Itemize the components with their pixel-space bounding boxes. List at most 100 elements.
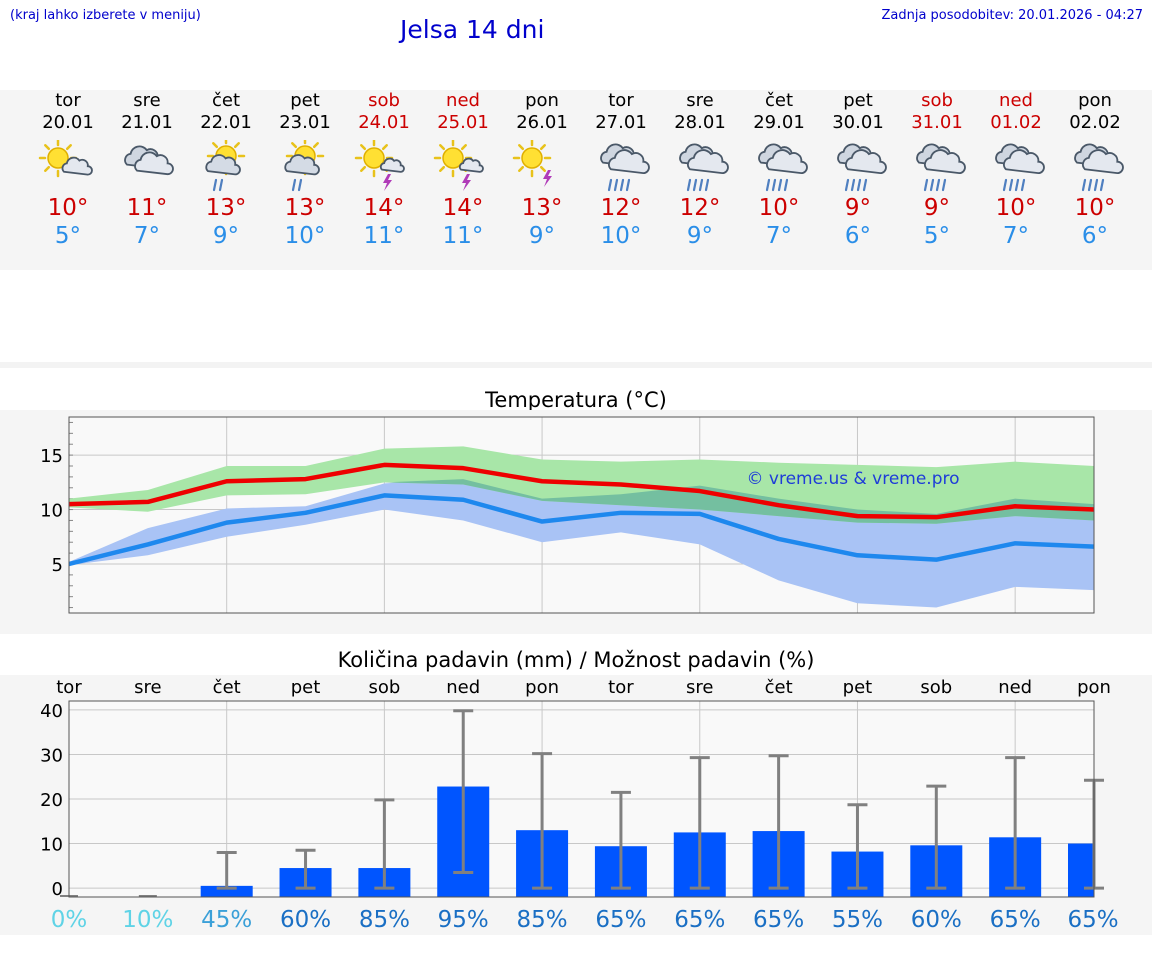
rain-drop — [929, 178, 935, 192]
error-bar — [926, 784, 947, 890]
day-name: pon — [1078, 90, 1112, 111]
day-date: 23.01 — [279, 112, 331, 133]
rain-drop — [856, 178, 862, 192]
day-name: sre — [686, 90, 714, 111]
rain-drop — [1081, 178, 1087, 192]
last-update: Zadnja posodobitev: 20.01.2026 - 04:27 — [881, 8, 1143, 23]
rain-drop — [692, 178, 698, 192]
temp-min: 5° — [54, 223, 82, 249]
error-bar — [453, 709, 474, 874]
day-date: 21.01 — [121, 112, 173, 133]
y-tick-label: 10 — [40, 835, 63, 856]
cloud-shape — [924, 149, 966, 175]
divider — [0, 362, 1152, 368]
precip-probability: 0% — [51, 907, 88, 933]
temp-max: 10° — [1074, 195, 1116, 221]
day-date: 22.01 — [200, 112, 252, 133]
day-name: sob — [921, 90, 953, 111]
category-label: pet — [291, 677, 321, 698]
day-column: tor 20.01 10° 5° — [28, 90, 108, 250]
rain-drop — [291, 178, 297, 192]
icon-graphic — [38, 140, 93, 178]
sun-ray — [360, 144, 367, 151]
rain-drop — [1087, 178, 1093, 192]
rain-drop — [1008, 178, 1014, 192]
rain-drop — [686, 178, 692, 192]
temp-max: 13° — [205, 195, 247, 221]
cloud-rain-icon — [995, 143, 1045, 192]
y-tick-label: 15 — [40, 446, 63, 467]
watermark-text: © vreme.us & vreme.pro — [746, 469, 959, 489]
precip-probability: 65% — [1067, 907, 1118, 933]
precip-probability: 65% — [990, 907, 1041, 933]
temp-min: 9° — [212, 223, 240, 249]
temp-max: 9° — [844, 195, 872, 221]
icon-graphic — [205, 140, 246, 192]
error-bar — [768, 754, 789, 890]
day-name: pet — [843, 90, 873, 111]
sun-ray — [212, 142, 219, 149]
temp-min: 6° — [1081, 223, 1109, 249]
precip-probability: 45% — [201, 907, 252, 933]
lightning-bolt — [543, 170, 552, 187]
error-bar — [532, 752, 553, 890]
rain-drop — [698, 178, 704, 192]
sun-disc — [47, 147, 69, 169]
day-date: 26.01 — [516, 112, 568, 133]
temp-min: 7° — [765, 223, 793, 249]
precip-probability: 60% — [280, 907, 331, 933]
sun-ray — [460, 144, 467, 151]
day-column: sre 28.01 12° 9° — [660, 90, 740, 250]
cloud-shape — [61, 156, 93, 176]
sun-ray — [439, 165, 446, 172]
cloud-shape — [608, 149, 650, 175]
temperature-chart-title: Temperatura (°C) — [485, 388, 667, 412]
temp-max: 9° — [923, 195, 951, 221]
error-bar — [689, 756, 710, 890]
cloud-shape — [766, 149, 808, 175]
sun-cloud-thunder-icon — [354, 140, 405, 191]
rain-drop — [625, 178, 631, 192]
icon-graphic — [758, 143, 808, 192]
precip-probability: 95% — [438, 907, 489, 933]
daily-forecast-panel: tor 20.01 10° 5° sre 21.01 11° 7° čet 22.01 13° 9° p… — [0, 90, 1152, 270]
day-name: pet — [290, 90, 320, 111]
error-bar — [610, 790, 631, 890]
rain-drop — [1020, 178, 1026, 192]
day-date: 01.02 — [990, 112, 1042, 133]
day-column: ned 01.02 10° 7° — [976, 90, 1056, 250]
temp-max: 14° — [363, 195, 405, 221]
category-label: ned — [998, 677, 1032, 698]
icon-graphic — [354, 140, 405, 191]
rain-drop — [783, 178, 789, 192]
day-column: čet 22.01 13° 9° — [186, 90, 266, 250]
temp-min: 11° — [363, 223, 405, 249]
y-tick-label: 40 — [40, 701, 63, 722]
sun-ray — [518, 144, 525, 151]
temp-max: 14° — [442, 195, 484, 221]
sun-ray — [291, 142, 298, 149]
sun-ray — [233, 142, 240, 149]
temp-max: 10° — [758, 195, 800, 221]
error-bar — [847, 803, 868, 890]
day-column: tor 27.01 12° 10° — [581, 90, 661, 250]
rain-drop — [613, 178, 619, 192]
sun-rays — [512, 140, 552, 178]
icon-graphic — [679, 143, 729, 192]
sun-ray — [44, 144, 51, 151]
cloud-shape — [1003, 149, 1045, 175]
sun-ray — [381, 144, 388, 151]
rain-drop — [862, 178, 868, 192]
temp-max: 12° — [679, 195, 721, 221]
sun-disc — [363, 147, 385, 169]
rain-drop — [850, 178, 856, 192]
day-name: sob — [368, 90, 400, 111]
precip-probability: 65% — [595, 907, 646, 933]
y-tick-label: 10 — [40, 501, 63, 522]
cloud-shape — [687, 149, 729, 175]
sun-ray — [518, 165, 525, 172]
day-name: pon — [525, 90, 559, 111]
y-tick-label: 5 — [52, 555, 63, 576]
lightning-bolt — [462, 174, 471, 191]
sun-cloud-icon — [38, 140, 93, 178]
